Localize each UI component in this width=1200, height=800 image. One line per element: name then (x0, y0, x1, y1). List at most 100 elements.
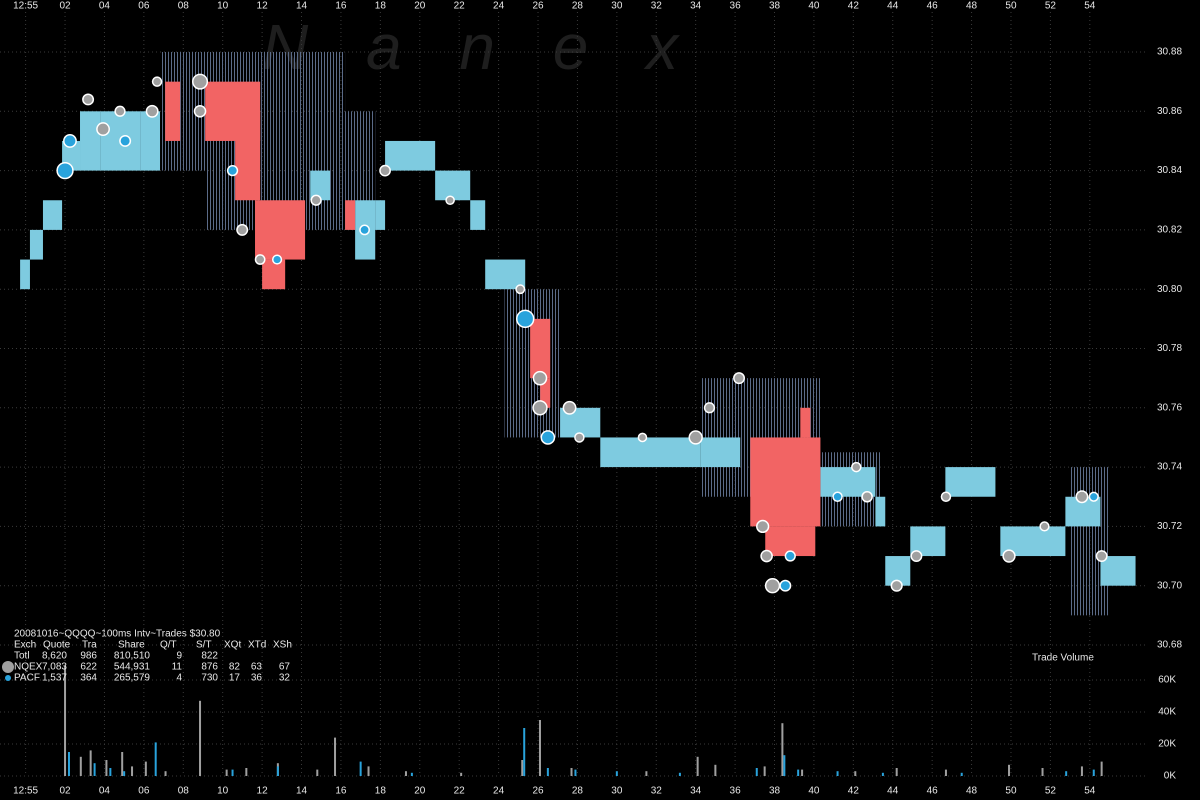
trade-dot (1095, 550, 1108, 563)
volume-bar (755, 768, 758, 776)
x-tick-label: 20 (414, 1, 426, 12)
trade-dot (96, 122, 110, 137)
y-tick-label: 30.74 (1157, 462, 1182, 473)
trade-dot (151, 76, 163, 87)
volume-bar (199, 700, 202, 776)
trade-dot (733, 372, 746, 385)
x-tick-label: 54 (1084, 786, 1096, 797)
y-tick-label: 30.88 (1157, 47, 1182, 58)
quote-band (750, 437, 821, 527)
table-cell: 810,510 (114, 651, 151, 662)
x-tick-label: 42 (848, 1, 860, 12)
quote-band (20, 259, 30, 290)
trade-dot (779, 579, 792, 592)
volume-bar (121, 752, 124, 776)
volume-bar (276, 766, 279, 776)
volume-bar (89, 750, 92, 776)
trade-dot (1088, 491, 1099, 502)
x-tick-label: 06 (138, 786, 150, 797)
table-cell: 36 (251, 673, 263, 684)
trade-dot (192, 73, 209, 90)
volume-bar (93, 763, 96, 776)
x-tick-label: 02 (59, 786, 71, 797)
x-tick-label: 30 (611, 1, 623, 12)
volume-bar (123, 771, 126, 776)
trade-dot (940, 491, 952, 502)
table-cell: 622 (80, 662, 97, 673)
volume-bar (144, 761, 147, 776)
x-tick-label: 14 (296, 786, 308, 797)
trade-dot (515, 309, 535, 329)
x-tick-label: 18 (375, 786, 387, 797)
trade-dot (226, 164, 239, 177)
trade-dot (1039, 521, 1050, 532)
x-tick-label: 20 (414, 786, 426, 797)
y-tick-label: 30.84 (1157, 165, 1182, 176)
x-tick-label: 40 (808, 1, 820, 12)
trade-dot (145, 104, 159, 118)
trade-dot (764, 578, 781, 594)
trade-dot (379, 164, 391, 177)
table-cell: 63 (251, 662, 263, 673)
volume-bar (105, 760, 108, 776)
quote-band (800, 407, 811, 438)
trade-dot (114, 105, 126, 117)
x-tick-label: 50 (1005, 1, 1017, 12)
volume-bar (714, 764, 717, 776)
x-tick-label: 44 (887, 786, 899, 797)
x-tick-label: 34 (690, 1, 702, 12)
x-tick-label: 04 (99, 1, 111, 12)
trade-dot (784, 550, 796, 562)
volume-bar (678, 772, 681, 776)
trade-dot (861, 490, 873, 503)
volume-bar (225, 769, 228, 776)
quote-band (140, 111, 161, 171)
quote-band (262, 259, 286, 290)
volume-bar (334, 737, 337, 776)
volume-bar (570, 768, 573, 776)
volume-bar (154, 742, 157, 776)
x-tick-label: 12:55 (13, 1, 38, 12)
volume-bar (64, 665, 67, 776)
quote-band (435, 170, 471, 201)
quote-band (80, 111, 101, 171)
table-header: S/T (196, 640, 212, 651)
legend-swatch (2, 661, 14, 673)
x-tick-label: 52 (1045, 1, 1057, 12)
x-tick-label: 36 (730, 786, 742, 797)
x-tick-label: 32 (651, 1, 663, 12)
table-cell: 67 (279, 662, 291, 673)
trade-dot (515, 284, 526, 295)
quote-band (600, 437, 701, 468)
table-cell: 986 (80, 651, 97, 662)
table-cell: 364 (80, 673, 97, 684)
volume-bar (1100, 761, 1103, 776)
quote-band (470, 200, 486, 230)
volume-bar (521, 760, 524, 776)
y-tick-label: 30.86 (1157, 106, 1182, 117)
trade-dot (1075, 490, 1089, 504)
table-header: Share (118, 640, 145, 651)
y-tick-label: 30.82 (1157, 225, 1182, 236)
y-tick-label: 20K (1158, 739, 1176, 750)
trade-dot (271, 254, 283, 265)
volume-bar (781, 723, 784, 776)
volume-bar (316, 769, 319, 776)
x-tick-label: 24 (493, 786, 505, 797)
table-cell: 730 (201, 673, 218, 684)
x-tick-label: 02 (59, 1, 71, 12)
trade-dot (890, 579, 903, 592)
volume-bar (615, 771, 618, 776)
quote-band (530, 318, 551, 379)
volume-bar (109, 768, 112, 776)
table-cell: 17 (229, 673, 241, 684)
x-tick-label: 16 (335, 786, 347, 797)
quote-band (42, 200, 63, 230)
x-tick-label: 46 (927, 786, 939, 797)
y-tick-label: 60K (1158, 675, 1176, 686)
quote-band (29, 229, 43, 260)
volume-bar (131, 766, 134, 776)
x-tick-label: 26 (532, 786, 544, 797)
x-tick-label: 22 (454, 1, 466, 12)
volume-bar (696, 756, 699, 776)
